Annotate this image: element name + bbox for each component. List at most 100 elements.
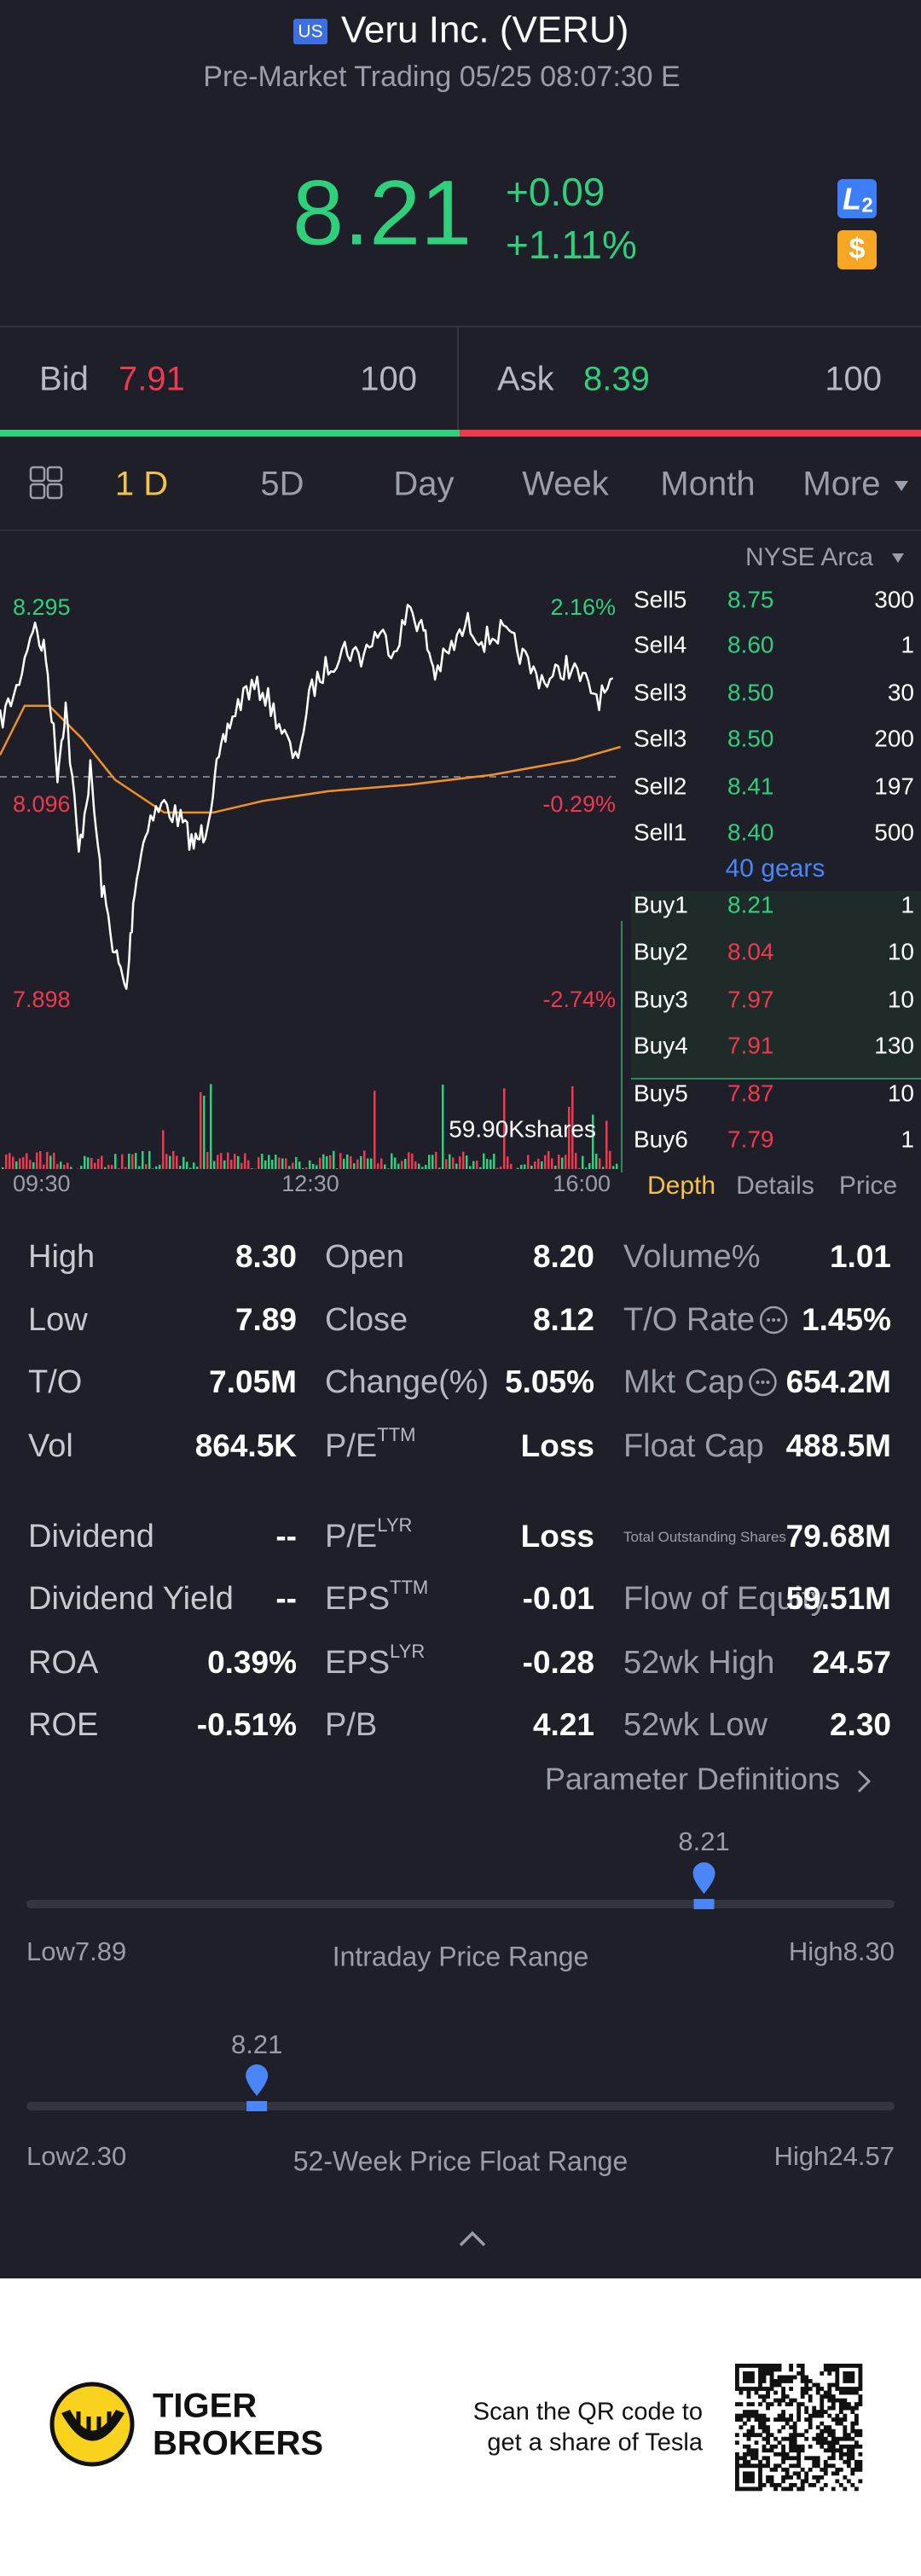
- info-icon[interactable]: [759, 1305, 788, 1334]
- info-icon[interactable]: [749, 1368, 777, 1397]
- qr-module: [835, 2364, 840, 2368]
- qr-module: [835, 2382, 840, 2388]
- qr-module: [815, 2425, 820, 2430]
- qr-module: [777, 2375, 782, 2380]
- stat-label-text: T/O: [28, 1364, 82, 1400]
- volume-bar: [592, 1114, 594, 1169]
- period-tab[interactable]: More: [802, 466, 880, 503]
- book-tab[interactable]: Details: [736, 1172, 814, 1200]
- qr-module: [800, 2367, 805, 2372]
- qr-module: [858, 2433, 863, 2438]
- qr-module: [796, 2475, 802, 2480]
- range-high-value: 8.30: [843, 1936, 895, 1966]
- volume-bar: [316, 1165, 318, 1169]
- volume-bar: [142, 1150, 144, 1169]
- volume-bar: [605, 1120, 608, 1169]
- qr-module: [746, 2387, 751, 2391]
- volume-bar: [578, 1167, 581, 1169]
- qr-module: [858, 2402, 863, 2406]
- qr-module: [792, 2425, 797, 2430]
- period-tab[interactable]: Month: [660, 466, 755, 503]
- order-price: 8.50: [727, 725, 774, 751]
- qr-module: [812, 2463, 817, 2469]
- volume-bar: [87, 1157, 90, 1169]
- order-label: Buy3: [634, 986, 688, 1012]
- qr-module: [796, 2364, 802, 2368]
- qr-module: [769, 2375, 774, 2380]
- level2-letter: L: [843, 182, 861, 217]
- stat-label-text: Mkt Cap: [623, 1364, 744, 1400]
- qr-module: [843, 2444, 848, 2449]
- qr-module: [843, 2371, 848, 2376]
- order-size: 10: [888, 986, 914, 1012]
- volume-bar: [155, 1166, 158, 1169]
- volume-bar: [2, 1166, 4, 1169]
- volume-bar: [486, 1159, 489, 1169]
- volume-bar: [9, 1153, 11, 1169]
- qr-module: [850, 2436, 855, 2441]
- qr-module: [773, 2364, 778, 2368]
- stat-label-text: Dividend: [28, 1519, 154, 1554]
- qr-module: [858, 2364, 863, 2368]
- volume-bar: [275, 1155, 277, 1169]
- qr-module: [804, 2436, 809, 2441]
- qr-module: [789, 2375, 794, 2380]
- qr-module: [785, 2417, 790, 2423]
- qr-module: [781, 2413, 785, 2418]
- volume-bar: [80, 1166, 83, 1169]
- qr-module: [815, 2433, 820, 2438]
- volume-bar: [111, 1165, 113, 1169]
- qr-module: [815, 2413, 820, 2418]
- book-tab[interactable]: Depth: [647, 1172, 715, 1200]
- qr-module: [746, 2444, 751, 2449]
- qr-module: [843, 2417, 848, 2423]
- period-tab[interactable]: Day: [393, 466, 454, 503]
- stat-label-text: EPS: [325, 1645, 390, 1681]
- qr-module: [854, 2405, 859, 2411]
- stat-label: P/ETTM: [325, 1424, 415, 1464]
- qr-module: [792, 2398, 797, 2403]
- volume-bar: [247, 1160, 250, 1169]
- qr-module: [804, 2428, 809, 2434]
- qr-module: [750, 2448, 755, 2453]
- qr-module: [754, 2364, 759, 2368]
- volume-bar: [425, 1165, 427, 1169]
- qr-module: [800, 2479, 805, 2484]
- qr-module: [792, 2433, 797, 2438]
- time-axis-label: 12:30: [281, 1171, 339, 1196]
- volume-bar: [186, 1161, 188, 1169]
- stat-value: 8.12: [533, 1302, 594, 1337]
- exchange[interactable]: NYSE Arca: [745, 543, 873, 571]
- volume-bar: [220, 1153, 223, 1169]
- volume-bar: [309, 1160, 311, 1169]
- qr-module: [746, 2413, 751, 2418]
- volume-bar: [298, 1161, 301, 1169]
- qr-module: [750, 2410, 755, 2414]
- qr-module: [750, 2413, 755, 2418]
- qr-module: [838, 2482, 843, 2487]
- qr-module: [850, 2387, 855, 2391]
- qr-module: [766, 2405, 770, 2411]
- qr-module: [766, 2475, 770, 2480]
- volume-bar: [169, 1155, 171, 1169]
- period-tab[interactable]: 5D: [260, 466, 304, 503]
- qr-module: [792, 2440, 797, 2446]
- qr-module: [762, 2456, 767, 2461]
- parameter-link[interactable]: Parameter Definitions: [545, 1762, 840, 1797]
- qr-module: [820, 2486, 825, 2492]
- volume-bar: [121, 1154, 124, 1169]
- qr-module: [838, 2405, 843, 2411]
- qr-module: [792, 2428, 797, 2434]
- period-tab[interactable]: Week: [522, 466, 610, 503]
- qr-module: [781, 2475, 785, 2480]
- volume-bar: [599, 1158, 601, 1169]
- logo-mark: [61, 2410, 125, 2441]
- stat-label-text: High: [28, 1239, 95, 1275]
- qr-module: [766, 2417, 770, 2423]
- period-tab[interactable]: 1 D: [115, 466, 168, 503]
- book-tab[interactable]: Price: [839, 1172, 897, 1200]
- qr-module: [789, 2440, 794, 2446]
- order-size: 1: [901, 891, 914, 918]
- qr-module: [808, 2379, 813, 2383]
- order-label: Buy1: [634, 891, 688, 918]
